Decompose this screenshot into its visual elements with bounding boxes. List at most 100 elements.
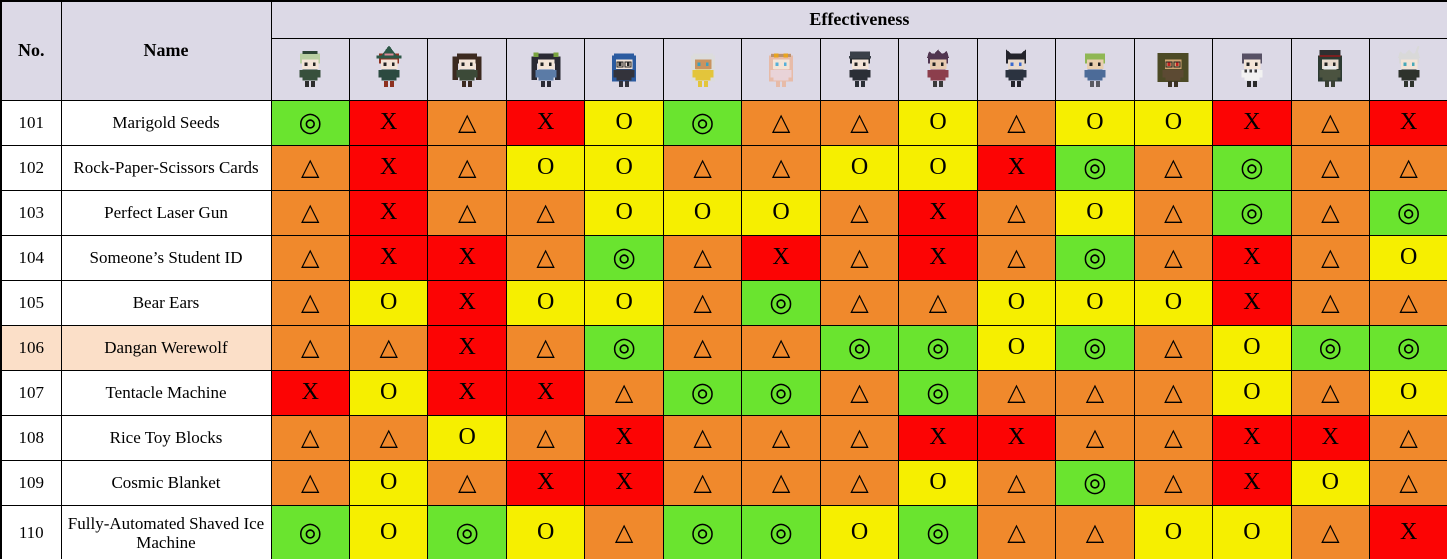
effectiveness-cell-106-rantaro-amami: ◎ — [1055, 324, 1135, 371]
effectiveness-cell-107-rantaro-amami: △ — [1055, 369, 1135, 416]
effectiveness-cell-104-k1-b0: O — [1369, 234, 1447, 281]
sprite-graphic — [1318, 50, 1343, 88]
kirumi-tojo-icon — [270, 37, 350, 101]
effectiveness-cell-103-maki-harukawa: △ — [427, 189, 507, 236]
effectiveness-cell-106-angie-yonaga: △ — [662, 324, 743, 371]
sprite-graphic — [926, 49, 949, 88]
effectiveness-cell-109-ryoma-hoshi: △ — [976, 459, 1057, 506]
effectiveness-cell-104-kirumi-tojo: △ — [270, 234, 350, 281]
effectiveness-cell-101-gonta-gokuhara: O — [1133, 99, 1214, 146]
table-row-105: 105 Bear Ears △ O X O O △ ◎ △ △ O O O X △ △ — [0, 279, 1447, 326]
effectiveness-cell-102-miu-iruma: △ — [741, 144, 821, 191]
sprite-graphic — [1397, 46, 1420, 88]
effectiveness-cell-103-gonta-gokuhara: △ — [1133, 189, 1214, 236]
effectiveness-cell-109-kirumi-tojo: △ — [270, 459, 350, 506]
item-no: 110 — [0, 504, 62, 559]
sprite-graphic — [1241, 53, 1263, 88]
effectiveness-cell-101-kaito-momota: O — [898, 99, 978, 146]
effectiveness-cell-103-miu-iruma: O — [741, 189, 821, 236]
effectiveness-cell-109-angie-yonaga: △ — [662, 459, 743, 506]
effectiveness-cell-104-miu-iruma: X — [741, 234, 821, 281]
effectiveness-cell-104-ryoma-hoshi: △ — [976, 234, 1057, 281]
sprite-graphic — [531, 52, 560, 88]
table-row-103: 103 Perfect Laser Gun △ X △ △ O O O △ X △ O △ ◎ △ ◎ — [0, 189, 1447, 236]
effectiveness-cell-110-himiko-yumeno: O — [348, 504, 429, 559]
effectiveness-cell-105-miu-iruma: ◎ — [741, 279, 821, 326]
effectiveness-cell-105-shuichi-saihara: △ — [819, 279, 900, 326]
effectiveness-cell-102-korekiyo-shinguji: △ — [1290, 144, 1371, 191]
effectiveness-cell-105-himiko-yumeno: O — [348, 279, 429, 326]
effectiveness-cell-104-tenko-chabashira: △ — [505, 234, 586, 281]
effectiveness-cell-104-kokichi-oma: X — [1212, 234, 1292, 281]
effectiveness-cell-109-miu-iruma: △ — [741, 459, 821, 506]
item-no: 101 — [0, 99, 62, 146]
effectiveness-cell-107-shuichi-saihara: △ — [819, 369, 900, 416]
effectiveness-cell-108-himiko-yumeno: △ — [348, 414, 429, 461]
effectiveness-cell-106-korekiyo-shinguji: ◎ — [1290, 324, 1371, 371]
table-header: No. Name Effectiveness — [0, 0, 1447, 101]
effectiveness-cell-108-k1-b0: △ — [1369, 414, 1447, 461]
effectiveness-header-label: Effectiveness — [809, 9, 910, 30]
effectiveness-cell-104-rantaro-amami: ◎ — [1055, 234, 1135, 281]
item-name: Tentacle Machine — [60, 369, 272, 416]
effectiveness-cell-102-gonta-gokuhara: △ — [1133, 144, 1214, 191]
effectiveness-cell-110-kokichi-oma: O — [1212, 504, 1292, 559]
effectiveness-cell-105-gonta-gokuhara: O — [1133, 279, 1214, 326]
sprite-graphic — [1157, 53, 1189, 88]
effectiveness-cell-103-tsumugi-shirogane: O — [584, 189, 664, 236]
effectiveness-cell-108-ryoma-hoshi: X — [976, 414, 1057, 461]
effectiveness-cell-109-kokichi-oma: X — [1212, 459, 1292, 506]
effectiveness-cell-105-angie-yonaga: △ — [662, 279, 743, 326]
effectiveness-cell-110-tsumugi-shirogane: △ — [584, 504, 664, 559]
effectiveness-cell-109-maki-harukawa: △ — [427, 459, 507, 506]
sprite-graphic — [612, 53, 637, 88]
effectiveness-cell-106-himiko-yumeno: △ — [348, 324, 429, 371]
item-name: Dangan Werewolf — [60, 324, 272, 371]
effectiveness-cell-103-korekiyo-shinguji: △ — [1290, 189, 1371, 236]
sprite-graphic — [1005, 49, 1028, 88]
himiko-yumeno-icon — [348, 37, 429, 101]
effectiveness-cell-109-rantaro-amami: ◎ — [1055, 459, 1135, 506]
effectiveness-cell-105-maki-harukawa: X — [427, 279, 507, 326]
effectiveness-cell-106-tenko-chabashira: △ — [505, 324, 586, 371]
effectiveness-cell-101-rantaro-amami: O — [1055, 99, 1135, 146]
effectiveness-header: Effectiveness — [270, 0, 1447, 39]
effectiveness-cell-105-kokichi-oma: X — [1212, 279, 1292, 326]
table-row-110: 110 Fully-Automated Shaved Ice Machine ◎ O ◎… — [0, 504, 1447, 559]
effectiveness-cell-105-k1-b0: △ — [1369, 279, 1447, 326]
item-no: 107 — [0, 369, 62, 416]
effectiveness-cell-110-angie-yonaga: ◎ — [662, 504, 743, 559]
table-row-101: 101 Marigold Seeds ◎ X △ X O ◎ △ △ O △ O O X △ X — [0, 99, 1447, 146]
effectiveness-cell-108-rantaro-amami: △ — [1055, 414, 1135, 461]
item-name: Rice Toy Blocks — [60, 414, 272, 461]
effectiveness-cell-102-kokichi-oma: ◎ — [1212, 144, 1292, 191]
effectiveness-cell-108-miu-iruma: △ — [741, 414, 821, 461]
miu-iruma-icon — [741, 37, 821, 101]
rantaro-amami-icon — [1055, 37, 1135, 101]
effectiveness-cell-108-tenko-chabashira: △ — [505, 414, 586, 461]
table-row-106: 106 Dangan Werewolf △ △ X △ ◎ △ △ ◎ ◎ O ◎ △ O ◎ ◎ — [0, 324, 1447, 371]
item-name: Marigold Seeds — [60, 99, 272, 146]
item-name: Cosmic Blanket — [60, 459, 272, 506]
effectiveness-cell-110-korekiyo-shinguji: △ — [1290, 504, 1371, 559]
effectiveness-cell-109-kaito-momota: O — [898, 459, 978, 506]
effectiveness-cell-103-ryoma-hoshi: △ — [976, 189, 1057, 236]
angie-yonaga-icon — [662, 37, 743, 101]
effectiveness-cell-105-rantaro-amami: O — [1055, 279, 1135, 326]
item-no: 109 — [0, 459, 62, 506]
effectiveness-cell-110-rantaro-amami: △ — [1055, 504, 1135, 559]
effectiveness-cell-103-shuichi-saihara: △ — [819, 189, 900, 236]
effectiveness-cell-108-gonta-gokuhara: △ — [1133, 414, 1214, 461]
item-no: 105 — [0, 279, 62, 326]
effectiveness-cell-101-tsumugi-shirogane: O — [584, 99, 664, 146]
effectiveness-cell-108-kirumi-tojo: △ — [270, 414, 350, 461]
effectiveness-cell-103-kaito-momota: X — [898, 189, 978, 236]
effectiveness-cell-109-shuichi-saihara: △ — [819, 459, 900, 506]
effectiveness-cell-109-tenko-chabashira: X — [505, 459, 586, 506]
effectiveness-cell-107-gonta-gokuhara: △ — [1133, 369, 1214, 416]
effectiveness-cell-104-himiko-yumeno: X — [348, 234, 429, 281]
no-header: No. — [0, 0, 62, 101]
effectiveness-cell-108-tsumugi-shirogane: X — [584, 414, 664, 461]
effectiveness-cell-106-kaito-momota: ◎ — [898, 324, 978, 371]
